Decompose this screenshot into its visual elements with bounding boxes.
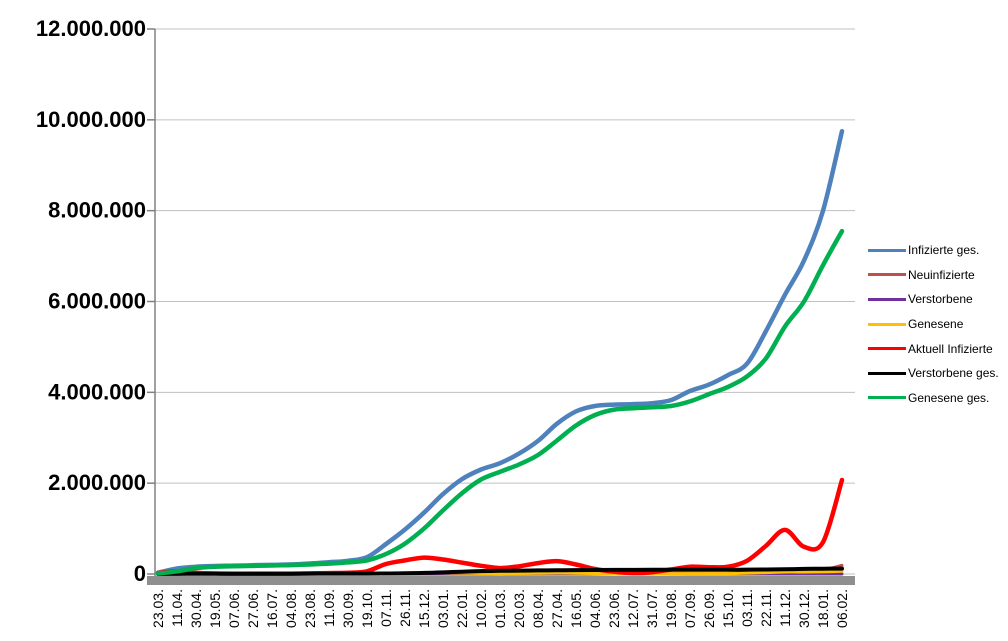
y-axis-label: 2.000.000 bbox=[48, 470, 146, 495]
x-axis-label: 18.01. bbox=[815, 589, 831, 628]
x-axis-label: 08.04. bbox=[530, 589, 546, 628]
x-axis-label: 03.11. bbox=[739, 589, 755, 627]
legend-label: Genesene bbox=[908, 317, 964, 332]
x-axis-label: 19.05. bbox=[207, 589, 223, 628]
legend-item-genesene: Genesene bbox=[868, 312, 999, 337]
x-axis-label: 23.06. bbox=[606, 589, 622, 628]
x-axis-label: 15.12. bbox=[416, 589, 432, 628]
y-axis-label: 6.000.000 bbox=[48, 289, 146, 314]
legend-item-aktuell-infizierte: Aktuell Infizierte bbox=[868, 336, 999, 361]
x-axis-label: 03.01. bbox=[435, 589, 451, 628]
x-axis-label: 20.03. bbox=[511, 589, 527, 628]
x-axis-label: 01.03. bbox=[492, 589, 508, 628]
x-axis-label: 12.07. bbox=[625, 589, 641, 628]
series-line-aktuell-infizierte bbox=[155, 477, 845, 577]
legend-item-genesene-ges: Genesene ges. bbox=[868, 386, 999, 411]
legend-line-sample bbox=[868, 371, 906, 375]
series-line-verstorbene-ges bbox=[156, 566, 844, 576]
legend-label: Infizierte ges. bbox=[908, 243, 980, 258]
legend-line-sample bbox=[868, 347, 906, 351]
x-axis-label: 26.09. bbox=[701, 589, 717, 628]
legend-line-sample bbox=[868, 396, 906, 400]
x-axis-bar bbox=[147, 576, 855, 585]
x-axis-label: 04.06. bbox=[587, 589, 603, 628]
x-axis-label: 23.03. bbox=[150, 589, 166, 628]
legend-line-sample bbox=[868, 297, 906, 301]
legend-line-sample bbox=[868, 273, 906, 277]
x-axis-label: 07.11. bbox=[378, 589, 394, 627]
x-axis-label: 27.06. bbox=[245, 589, 261, 628]
legend-label: Aktuell Infizierte bbox=[908, 341, 993, 356]
y-axis-label: 0 bbox=[134, 561, 146, 586]
legend-line-sample bbox=[868, 322, 906, 326]
x-axis-label: 30.09. bbox=[340, 589, 356, 628]
legend-label: Verstorbene bbox=[908, 292, 973, 307]
x-axis-label: 31.07. bbox=[644, 589, 660, 628]
legend-line-sample bbox=[868, 248, 906, 252]
x-axis-label: 06.02. bbox=[834, 589, 850, 628]
x-axis-label: 16.07. bbox=[264, 589, 280, 628]
x-axis-label: 30.04. bbox=[188, 589, 204, 628]
legend-label: Neuinfizierte bbox=[908, 267, 975, 282]
y-axis-label: 8.000.000 bbox=[48, 198, 146, 223]
x-axis-label: 22.11. bbox=[758, 589, 774, 627]
x-axis-label: 07.06. bbox=[226, 589, 242, 628]
y-axis-label: 4.000.000 bbox=[48, 379, 146, 404]
legend-label: Genesene ges. bbox=[908, 390, 990, 405]
x-axis-label: 10.02. bbox=[473, 589, 489, 628]
series-line-genesene-ges bbox=[155, 228, 845, 576]
legend-item-neuinfizierte: Neuinfizierte bbox=[868, 263, 999, 288]
x-axis-label: 19.08. bbox=[663, 589, 679, 628]
x-axis-label: 11.12. bbox=[777, 589, 793, 627]
series-line-infizierte-ges bbox=[155, 128, 845, 575]
x-axis-label: 15.10. bbox=[720, 589, 736, 628]
x-axis-label: 11.04. bbox=[169, 589, 185, 627]
x-axis-label: 04.08. bbox=[283, 589, 299, 628]
x-axis-label: 27.04. bbox=[549, 589, 565, 628]
chart-legend: Infizierte ges. Neuinfizierte Verstorbene G… bbox=[868, 238, 999, 410]
x-axis-label: 11.09. bbox=[321, 589, 337, 627]
x-axis-label: 30.12. bbox=[796, 589, 812, 628]
legend-label: Verstorbene ges. bbox=[908, 366, 999, 381]
legend-item-verstorbene: Verstorbene bbox=[868, 287, 999, 312]
legend-item-verstorbene-ges: Verstorbene ges. bbox=[868, 361, 999, 386]
y-axis-label: 12.000.000 bbox=[36, 16, 146, 41]
legend-item-infizierte-ges: Infizierte ges. bbox=[868, 238, 999, 263]
x-axis-label: 07.09. bbox=[682, 589, 698, 628]
x-axis-label: 26.11. bbox=[397, 589, 413, 627]
x-axis-label: 22.01. bbox=[454, 589, 470, 628]
y-axis-label: 10.000.000 bbox=[36, 107, 146, 132]
x-axis-label: 23.08. bbox=[302, 589, 318, 628]
x-axis-label: 16.05. bbox=[568, 589, 584, 628]
x-axis-label: 19.10. bbox=[359, 589, 375, 628]
